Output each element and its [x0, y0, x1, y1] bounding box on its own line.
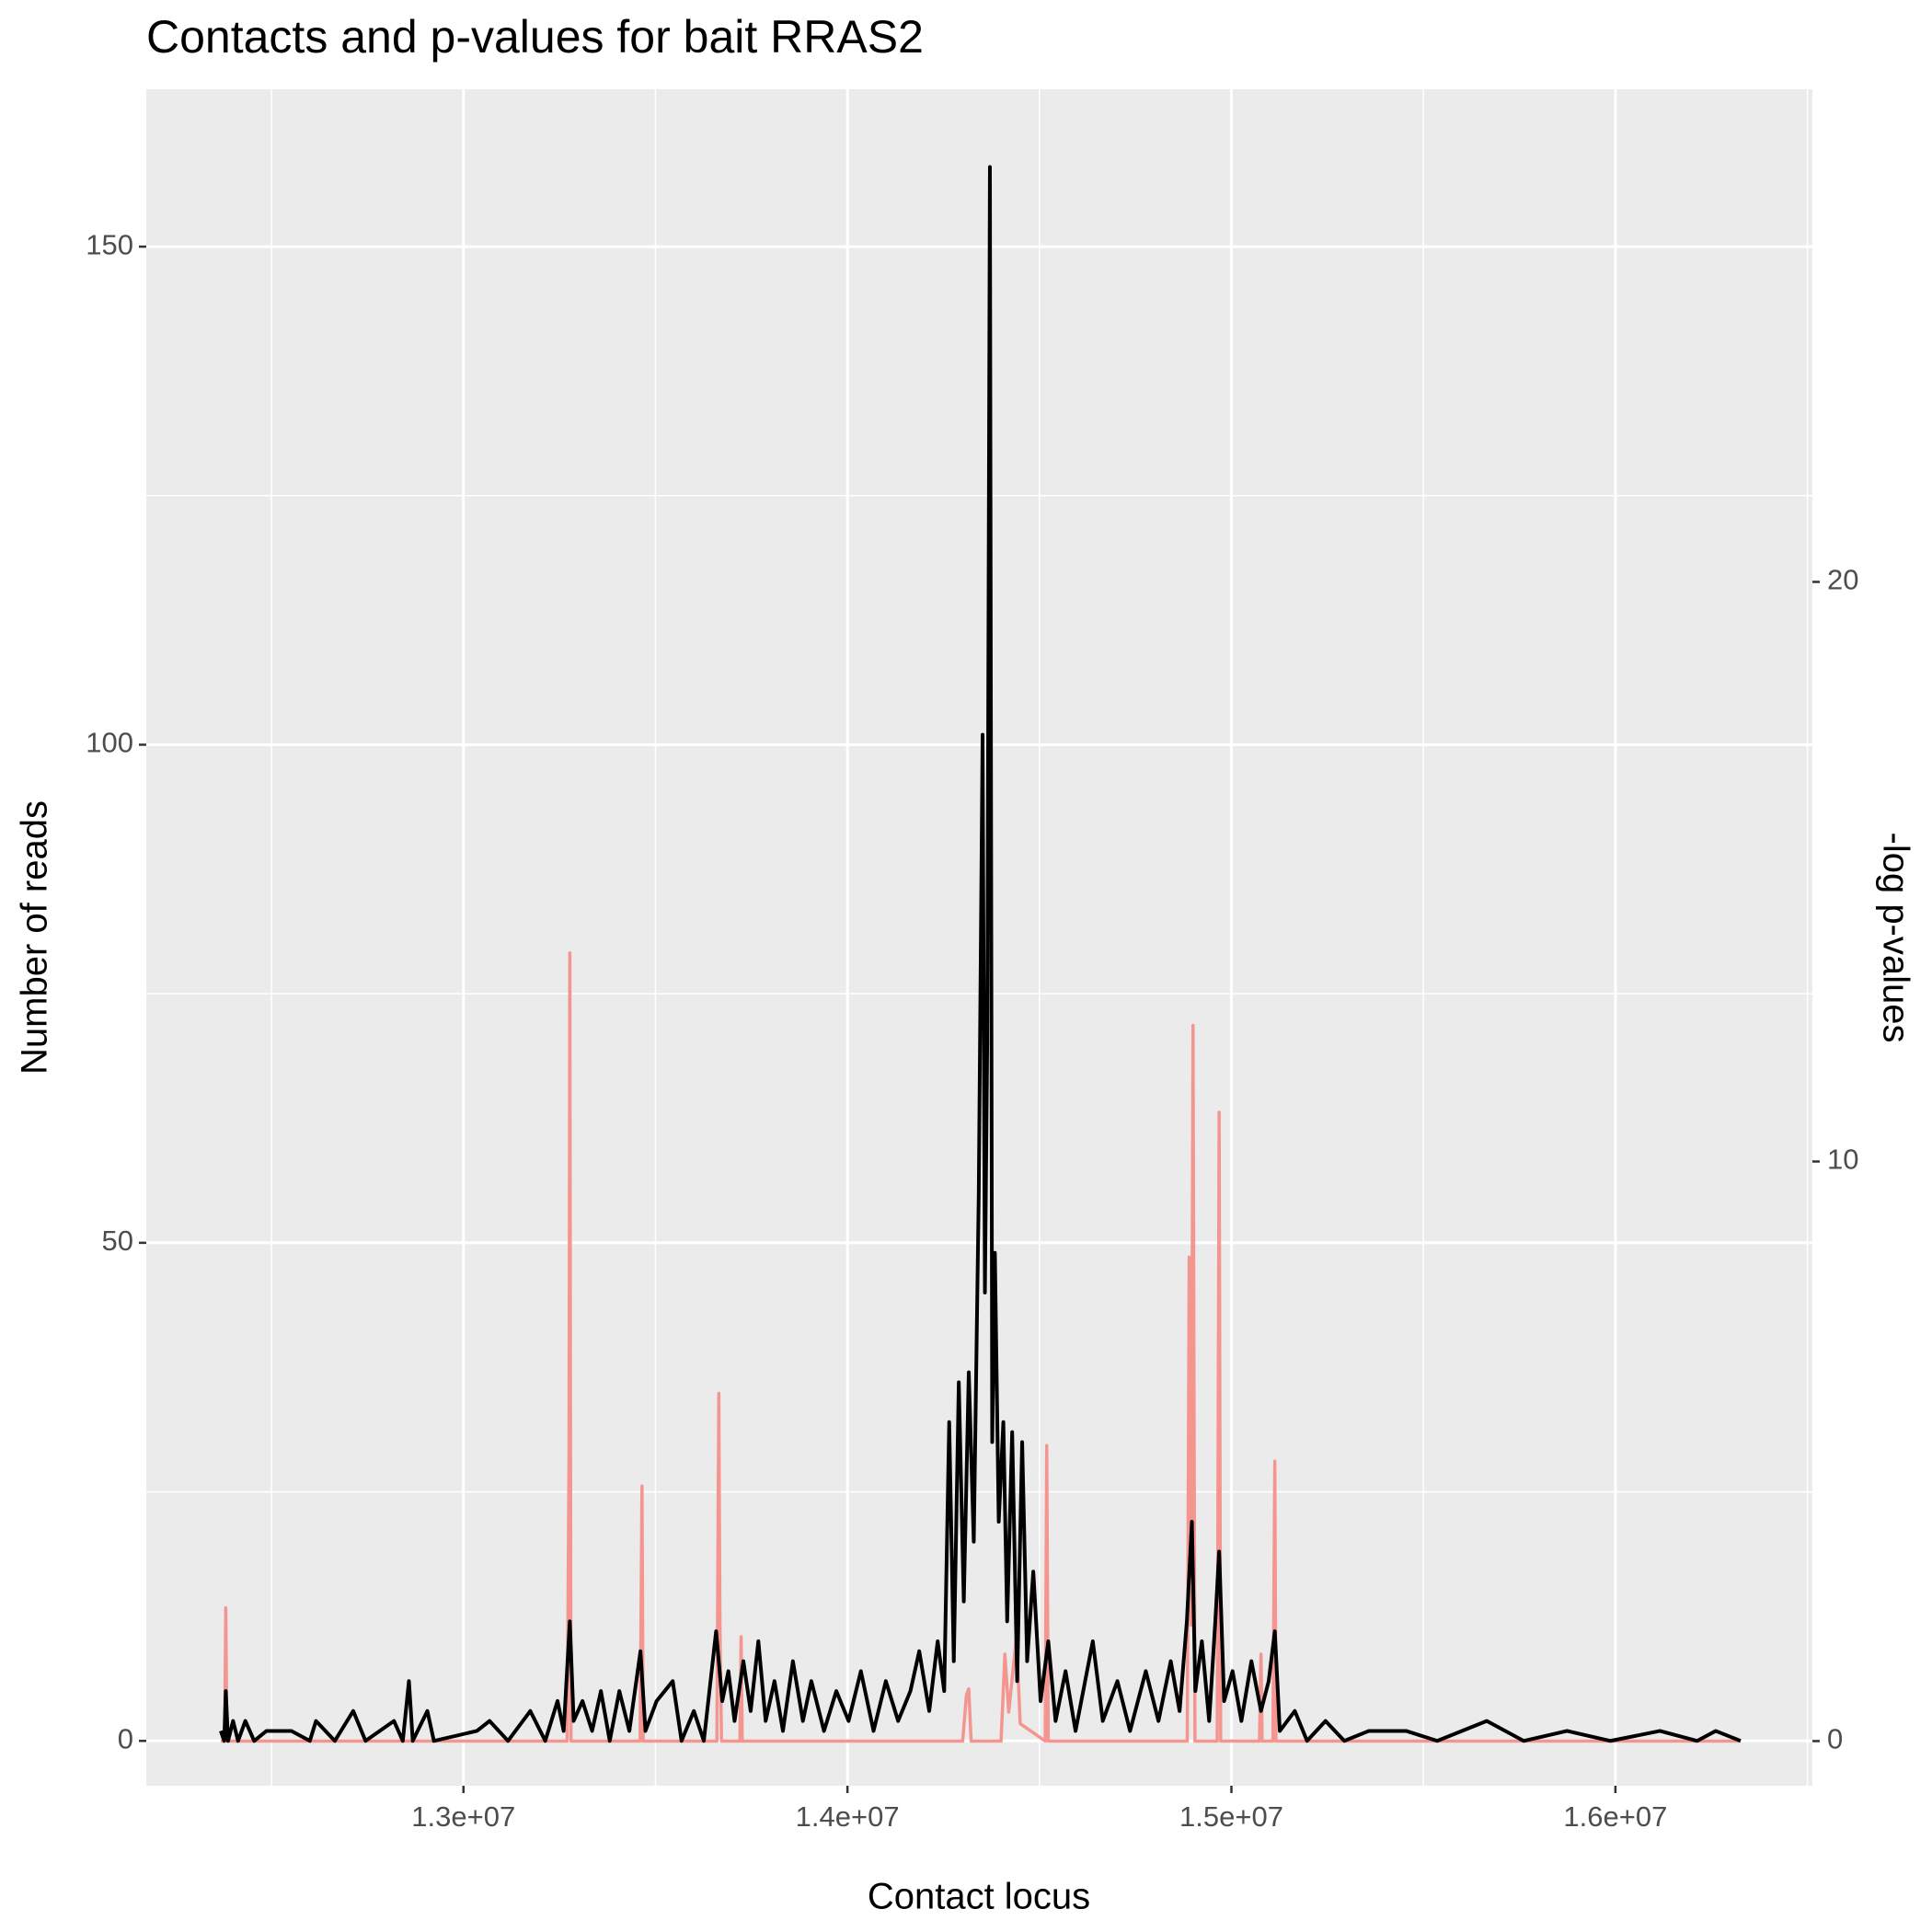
y-axis-title: Number of reads [15, 800, 55, 1075]
x-tick-label: 1.5e+07 [1179, 1800, 1283, 1833]
x-axis-title: Contact locus [868, 1877, 1090, 1917]
x-tick-label: 1.6e+07 [1563, 1800, 1667, 1833]
y2-tick-label: 20 [1827, 564, 1858, 596]
y-tick-label: 0 [118, 1722, 133, 1754]
data-line [220, 950, 1741, 1743]
x-tick-label: 1.4e+07 [796, 1800, 900, 1833]
y-tick-label: 100 [86, 727, 133, 759]
y2-axis-title: -log p-values [1875, 832, 1915, 1042]
y2-tick-label: 0 [1827, 1723, 1843, 1755]
x-tick-label: 1.3e+07 [411, 1800, 515, 1833]
chart-title: Contacts and p-values for bait RRAS2 [146, 11, 924, 63]
y2-tick-label: 10 [1827, 1144, 1858, 1176]
y-tick-label: 150 [86, 228, 133, 260]
y-tick-label: 50 [102, 1225, 133, 1257]
data-line [219, 165, 1742, 1743]
